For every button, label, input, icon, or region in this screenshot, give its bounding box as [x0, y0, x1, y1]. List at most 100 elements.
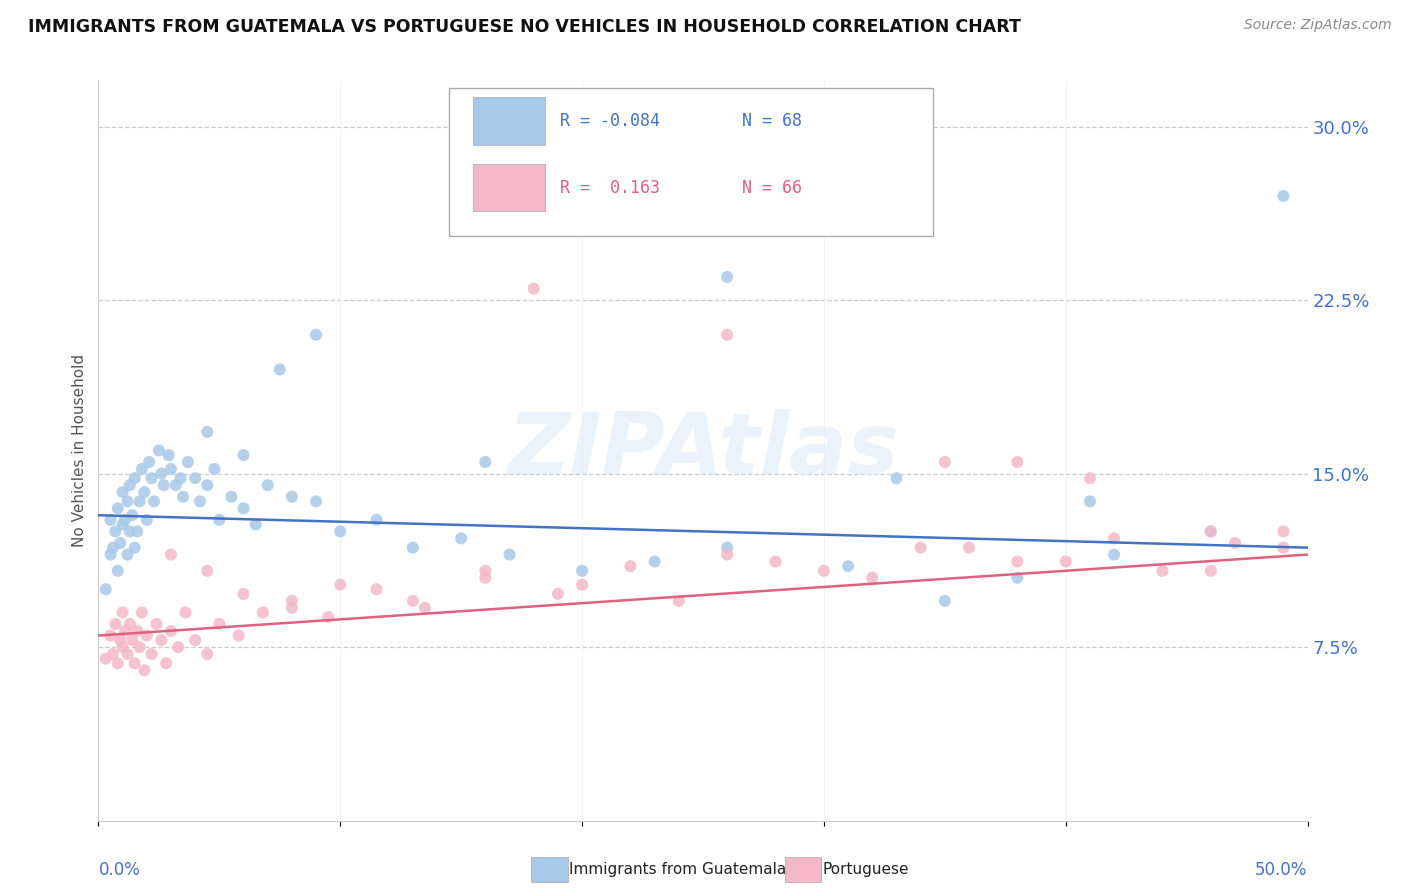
Point	[160, 462, 183, 476]
Y-axis label: No Vehicles in Household: No Vehicles in Household	[72, 354, 87, 547]
Point	[571, 564, 593, 578]
Point	[107, 501, 129, 516]
FancyBboxPatch shape	[474, 164, 544, 211]
Text: IMMIGRANTS FROM GUATEMALA VS PORTUGUESE NO VEHICLES IN HOUSEHOLD CORRELATION CHA: IMMIGRANTS FROM GUATEMALA VS PORTUGUESE …	[28, 18, 1021, 36]
Point	[1007, 455, 1029, 469]
Point	[165, 478, 187, 492]
Point	[111, 640, 134, 654]
Point	[644, 554, 666, 569]
Point	[413, 600, 436, 615]
Point	[716, 548, 738, 562]
Point	[141, 647, 163, 661]
Point	[107, 657, 129, 671]
Point	[910, 541, 932, 555]
Point	[281, 600, 304, 615]
Point	[281, 594, 304, 608]
Point	[204, 462, 226, 476]
Point	[131, 462, 153, 476]
Point	[167, 640, 190, 654]
Point	[402, 594, 425, 608]
Point	[118, 478, 141, 492]
Text: 50.0%: 50.0%	[1256, 862, 1308, 880]
Point	[128, 494, 150, 508]
Point	[155, 657, 177, 671]
Text: 0.0%: 0.0%	[98, 862, 141, 880]
Point	[117, 647, 139, 661]
Point	[100, 513, 122, 527]
Point	[1272, 541, 1295, 555]
FancyBboxPatch shape	[474, 97, 544, 145]
Point	[934, 455, 956, 469]
Point	[1007, 554, 1029, 569]
Point	[184, 471, 207, 485]
Point	[256, 478, 278, 492]
Point	[117, 494, 139, 508]
Point	[111, 485, 134, 500]
Point	[281, 490, 304, 504]
Point	[160, 624, 183, 638]
Point	[547, 587, 569, 601]
Point	[228, 628, 250, 642]
Point	[94, 582, 117, 597]
Point	[1199, 524, 1222, 539]
Point	[716, 327, 738, 342]
Point	[195, 478, 218, 492]
Point	[135, 513, 157, 527]
Point	[184, 633, 207, 648]
Text: R =  0.163: R = 0.163	[561, 178, 661, 196]
Point	[121, 633, 143, 648]
Point	[366, 513, 388, 527]
Point	[148, 443, 170, 458]
Point	[765, 554, 787, 569]
Point	[474, 455, 496, 469]
Point	[1199, 564, 1222, 578]
Point	[619, 559, 641, 574]
Point	[108, 633, 131, 648]
Text: N = 68: N = 68	[742, 112, 801, 130]
Point	[124, 541, 146, 555]
Point	[174, 606, 197, 620]
Point	[571, 577, 593, 591]
Point	[305, 327, 328, 342]
Point	[138, 455, 160, 469]
Point	[1199, 524, 1222, 539]
Text: ZIPAtlas: ZIPAtlas	[508, 409, 898, 492]
Point	[160, 548, 183, 562]
Point	[145, 617, 167, 632]
Point	[111, 606, 134, 620]
Point	[101, 541, 124, 555]
Point	[329, 524, 352, 539]
Point	[1272, 524, 1295, 539]
Point	[957, 541, 980, 555]
Point	[208, 513, 231, 527]
Point	[124, 471, 146, 485]
Point	[1054, 554, 1077, 569]
Text: Portuguese: Portuguese	[823, 863, 910, 877]
Point	[474, 571, 496, 585]
Point	[1102, 548, 1125, 562]
Text: Source: ZipAtlas.com: Source: ZipAtlas.com	[1244, 18, 1392, 32]
Point	[172, 490, 194, 504]
Point	[886, 471, 908, 485]
Point	[813, 564, 835, 578]
Point	[104, 617, 127, 632]
Point	[94, 651, 117, 665]
Point	[329, 577, 352, 591]
Point	[121, 508, 143, 523]
Point	[195, 425, 218, 439]
Point	[402, 541, 425, 555]
Point	[716, 541, 738, 555]
Point	[1078, 494, 1101, 508]
Point	[523, 281, 546, 295]
Point	[474, 564, 496, 578]
Point	[221, 490, 243, 504]
Text: Immigrants from Guatemala: Immigrants from Guatemala	[569, 863, 787, 877]
Point	[934, 594, 956, 608]
Text: N = 66: N = 66	[742, 178, 801, 196]
Point	[107, 564, 129, 578]
Point	[100, 548, 122, 562]
Point	[128, 640, 150, 654]
Point	[169, 471, 191, 485]
Point	[141, 471, 163, 485]
Point	[245, 517, 267, 532]
